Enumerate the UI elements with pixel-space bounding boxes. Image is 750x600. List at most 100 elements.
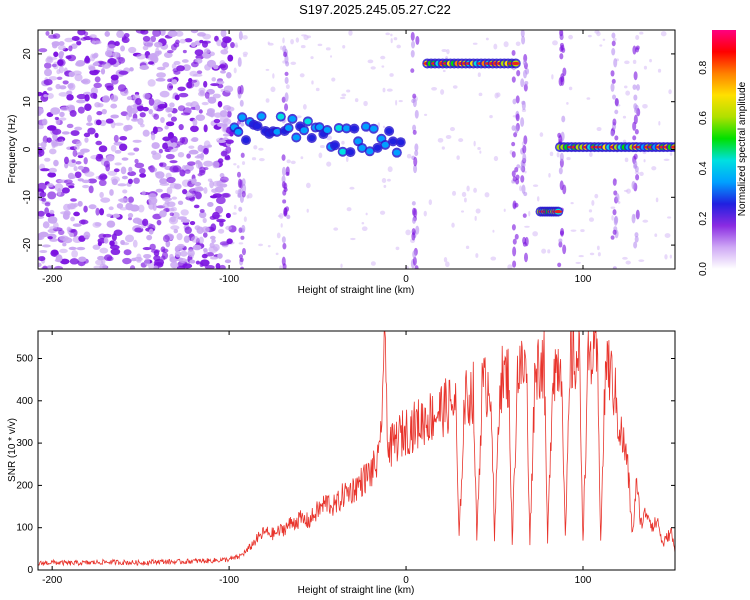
spectrogram-noise-blob bbox=[116, 203, 124, 209]
spectrogram-stripe-blob bbox=[520, 30, 525, 38]
snr-ytick-label: 100 bbox=[16, 523, 33, 534]
spectrogram-noise-blob bbox=[177, 200, 184, 206]
spectrogram-stripe-blob bbox=[512, 260, 517, 268]
spectrogram-noise-blob bbox=[199, 259, 210, 267]
spectrogram-band-core bbox=[381, 141, 389, 148]
spectrogram-xtick-label: -100 bbox=[219, 274, 239, 285]
spectrogram-noise-blob bbox=[198, 211, 207, 219]
spectrogram-noise-blob bbox=[169, 253, 174, 260]
spectrogram-stripe-blob bbox=[635, 84, 640, 91]
spectrogram-faint-blob bbox=[484, 192, 490, 198]
spectrogram-noise-blob bbox=[84, 103, 92, 111]
spectrogram-faint-blob bbox=[658, 120, 661, 126]
spectrogram-noise-blob bbox=[124, 234, 135, 243]
spectrogram-noise-blob bbox=[184, 38, 193, 43]
spectrogram-noise-blob bbox=[220, 49, 229, 55]
spectrogram-noise-blob bbox=[71, 159, 76, 164]
spectrogram-stripe-blob bbox=[241, 224, 246, 233]
spectrogram-noise-blob bbox=[206, 59, 217, 68]
spectrogram-faint-blob bbox=[450, 126, 455, 132]
spectrogram-noise-blob bbox=[180, 218, 191, 223]
spectrogram-noise-blob bbox=[203, 48, 211, 54]
spectrogram-faint-blob bbox=[632, 59, 637, 65]
spectrogram-noise-blob bbox=[180, 209, 189, 216]
spectrogram-noise-blob bbox=[211, 77, 217, 82]
spectrogram-noise-blob bbox=[178, 123, 184, 131]
spectrogram-noise-blob bbox=[63, 210, 71, 216]
spectrogram-stripe-blob bbox=[521, 100, 526, 111]
spectrogram-stripe-blob bbox=[413, 208, 418, 218]
spectrogram-stripe-blob bbox=[240, 152, 245, 158]
spectrogram-noise-blob bbox=[77, 200, 83, 207]
spectrogram-noise-blob bbox=[196, 70, 203, 75]
spectrogram-noise-blob bbox=[63, 203, 71, 212]
spectrogram-noise-blob bbox=[173, 70, 181, 75]
spectrogram-noise-blob bbox=[177, 86, 186, 92]
spectrogram-noise-blob bbox=[217, 100, 223, 108]
spectrogram-faint-blob bbox=[549, 151, 554, 157]
spectrogram-noise-blob bbox=[70, 216, 75, 222]
spectrogram-stripe-blob bbox=[612, 94, 617, 100]
spectrogram-band-core bbox=[257, 113, 265, 120]
spectrogram-stripe-blob bbox=[512, 238, 517, 245]
spectrogram-noise-blob bbox=[128, 166, 133, 173]
spectrogram-noise-blob bbox=[198, 87, 206, 94]
spectrogram-noise-blob bbox=[122, 257, 132, 265]
spectrogram-noise-blob bbox=[70, 198, 77, 202]
spectrogram-noise-blob bbox=[51, 41, 61, 47]
spectrogram-stripe-blob bbox=[284, 92, 289, 102]
spectrogram-stripe-blob bbox=[285, 166, 290, 176]
spectrogram-noise-blob bbox=[119, 143, 128, 152]
spectrogram-noise-blob bbox=[67, 83, 74, 89]
spectrogram-faint-blob bbox=[624, 60, 630, 65]
spectrogram-noise-blob bbox=[153, 265, 159, 269]
spectrogram-faint-blob bbox=[319, 145, 325, 149]
spectrogram-noise-blob bbox=[184, 226, 192, 234]
spectrogram-noise-blob bbox=[171, 142, 177, 148]
spectrogram-noise-blob bbox=[38, 124, 44, 130]
spectrogram-stripe-blob bbox=[412, 124, 417, 132]
spectrogram-noise-blob bbox=[133, 177, 140, 184]
spectrogram-noise-blob bbox=[211, 211, 220, 220]
spectrogram-noise-blob bbox=[139, 65, 150, 70]
spectrogram-noise-blob bbox=[129, 67, 134, 72]
spectrogram-band-core bbox=[277, 113, 285, 120]
spectrogram-noise-blob bbox=[185, 81, 195, 89]
snr-ytick-label: 300 bbox=[16, 438, 33, 449]
spectrogram-noise-blob bbox=[210, 235, 216, 240]
spectrogram-noise-blob bbox=[57, 188, 62, 196]
spectrogram-noise-blob bbox=[222, 118, 232, 125]
spectrogram-noise-blob bbox=[154, 171, 160, 176]
spectrogram-noise-blob bbox=[189, 221, 196, 226]
spectrogram-noise-blob bbox=[211, 238, 216, 244]
chart-title: S197.2025.245.05.27.C22 bbox=[299, 2, 451, 17]
spectrogram-noise-blob bbox=[102, 233, 112, 238]
spectrogram-stripe-blob bbox=[634, 129, 639, 135]
spectrogram-noise-blob bbox=[47, 216, 58, 224]
spectrogram-noise-blob bbox=[182, 49, 187, 54]
spectrogram-faint-blob bbox=[541, 248, 547, 254]
spectrogram-noise-blob bbox=[204, 265, 215, 269]
spectrogram-band-core bbox=[292, 134, 300, 141]
spectrogram-noise-blob bbox=[110, 114, 119, 119]
spectrogram-faint-blob bbox=[570, 202, 574, 205]
spectrogram-noise-blob bbox=[147, 79, 156, 87]
spectrogram-noise-blob bbox=[159, 30, 166, 36]
spectrogram-noise-blob bbox=[54, 183, 64, 192]
spectrogram-noise-blob bbox=[77, 30, 86, 36]
spectrogram-noise-blob bbox=[38, 147, 43, 155]
spectrogram-band-core bbox=[331, 142, 339, 149]
spectrogram-faint-blob bbox=[282, 37, 285, 44]
snr-xtick-label: 100 bbox=[575, 575, 592, 586]
spectrogram-noise-blob bbox=[167, 50, 174, 54]
spectrogram-noise-blob bbox=[70, 130, 80, 136]
spectrogram-faint-blob bbox=[624, 157, 629, 163]
spectrogram-noise-blob bbox=[201, 226, 210, 233]
spectrogram-faint-blob bbox=[251, 157, 257, 161]
spectrogram-noise-blob bbox=[171, 196, 178, 200]
snr-xtick-label: 0 bbox=[403, 575, 409, 586]
spectrogram-noise-blob bbox=[74, 126, 83, 131]
spectrogram-band-core bbox=[385, 127, 393, 134]
spectrogram-noise-blob bbox=[176, 243, 185, 249]
spectrogram-noise-blob bbox=[190, 30, 199, 34]
